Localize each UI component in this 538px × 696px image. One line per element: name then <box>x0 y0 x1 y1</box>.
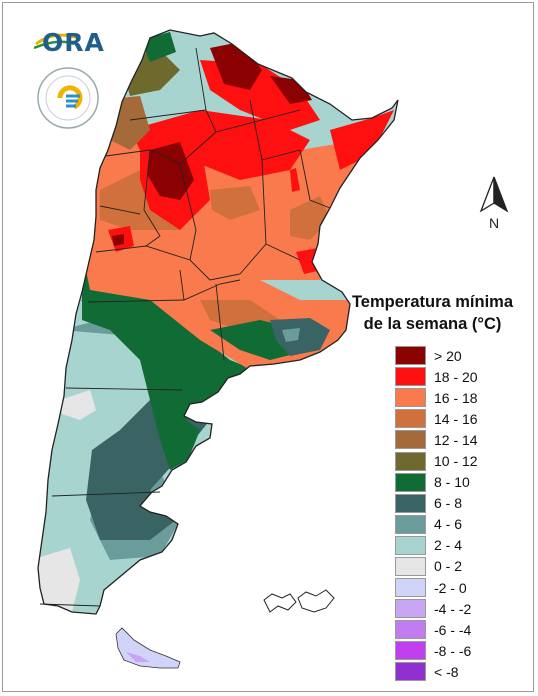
smn-seal <box>37 67 99 129</box>
legend-label: 10 - 12 <box>434 453 478 470</box>
legend-items: > 20 18 - 20 16 - 18 14 - 16 12 - 14 10 - 12 8… <box>395 345 530 683</box>
legend-item: -8 - -6 <box>395 640 530 661</box>
legend-title: Temperatura mínima de la semana (°C) <box>340 291 525 335</box>
legend-swatch <box>395 409 426 429</box>
legend-item: 10 - 12 <box>395 450 530 471</box>
north-label: N <box>489 215 500 231</box>
legend-swatch <box>395 493 426 513</box>
legend-swatch <box>395 367 426 387</box>
legend-label: -6 - -4 <box>434 621 472 638</box>
legend-swatch <box>395 620 426 640</box>
legend-item: 12 - 14 <box>395 429 530 450</box>
legend-label: 18 - 20 <box>434 368 478 385</box>
legend-item: 8 - 10 <box>395 472 530 493</box>
legend-swatch <box>395 346 426 366</box>
legend-swatch <box>395 641 426 661</box>
legend-item: 18 - 20 <box>395 366 530 387</box>
north-arrow: N <box>475 175 513 237</box>
ora-logo: ORA <box>33 28 106 58</box>
legend-item: 6 - 8 <box>395 493 530 514</box>
legend-swatch <box>395 599 426 619</box>
legend-swatch <box>395 556 426 576</box>
legend-swatch <box>395 472 426 492</box>
legend-title-line2: de la semana (°C) <box>363 315 502 333</box>
province-borders <box>37 29 399 615</box>
legend-swatch <box>395 388 426 408</box>
legend-label: 16 - 18 <box>434 389 478 406</box>
legend: Temperatura mínima de la semana (°C) > 2… <box>340 291 530 683</box>
legend-swatch <box>395 535 426 555</box>
legend-item: 14 - 16 <box>395 408 530 429</box>
ora-logo-swoosh <box>33 33 79 50</box>
legend-swatch <box>395 514 426 534</box>
legend-label: 6 - 8 <box>434 495 463 512</box>
legend-item: 4 - 6 <box>395 514 530 535</box>
legend-swatch <box>395 451 426 471</box>
legend-item: 0 - 2 <box>395 556 530 577</box>
north-arrow-icon <box>479 176 509 213</box>
legend-label: 2 - 4 <box>434 537 463 554</box>
legend-item: 16 - 18 <box>395 387 530 408</box>
legend-label: 8 - 10 <box>434 474 470 491</box>
legend-label: 4 - 6 <box>434 516 463 533</box>
tierra-del-fuego <box>115 627 181 669</box>
legend-label: 14 - 16 <box>434 410 478 427</box>
legend-swatch <box>395 662 426 682</box>
legend-swatch <box>395 578 426 598</box>
legend-item: -6 - -4 <box>395 619 530 640</box>
legend-item: -4 - -2 <box>395 598 530 619</box>
legend-label: > 20 <box>434 347 462 364</box>
legend-item: -2 - 0 <box>395 577 530 598</box>
legend-item: 2 - 4 <box>395 535 530 556</box>
legend-item: < -8 <box>395 661 530 682</box>
legend-label: -4 - -2 <box>434 600 472 617</box>
legend-item: > 20 <box>395 345 530 366</box>
legend-label: -2 - 0 <box>434 579 467 596</box>
legend-label: 12 - 14 <box>434 431 478 448</box>
legend-swatch <box>395 430 426 450</box>
legend-title-line1: Temperatura mínima <box>351 293 514 311</box>
malvinas-islands <box>263 589 335 613</box>
ora-logo-text: ORA <box>42 28 105 57</box>
legend-label: 0 - 2 <box>434 558 463 575</box>
legend-label: -8 - -6 <box>434 642 472 659</box>
legend-label: < -8 <box>434 663 459 680</box>
